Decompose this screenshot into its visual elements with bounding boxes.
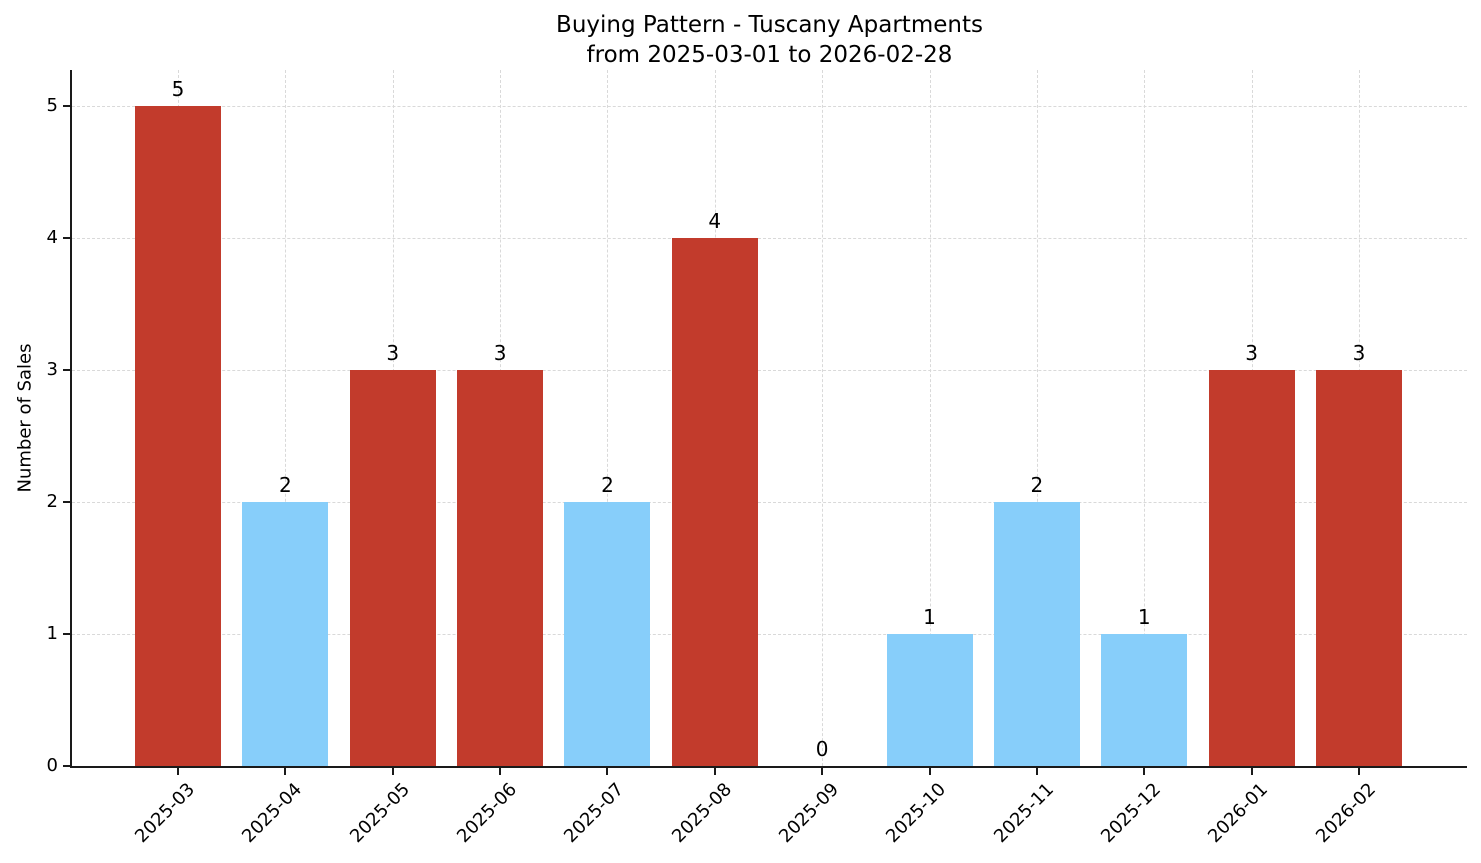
vertical-gridline xyxy=(1036,70,1038,766)
x-tick-mark xyxy=(391,766,394,775)
x-tick-label: 2025-06 xyxy=(452,779,521,848)
x-tick-mark xyxy=(1250,766,1253,775)
y-tick-label: 1 xyxy=(46,622,58,644)
y-tick-label: 0 xyxy=(46,755,58,776)
chart-title-block: Buying Pattern - Tuscany Apartments from… xyxy=(72,10,1467,70)
x-tick-label: 2025-04 xyxy=(238,779,307,848)
x-tick-mark xyxy=(1035,766,1038,775)
bar-value-label: 2 xyxy=(278,472,292,497)
bar-value-label: 2 xyxy=(601,472,614,497)
bar xyxy=(671,237,758,766)
vertical-gridline xyxy=(822,70,824,766)
x-tick-mark xyxy=(1357,766,1360,775)
y-tick-label: 3 xyxy=(46,358,58,380)
x-tick-label: 2025-11 xyxy=(989,779,1058,848)
y-tick-label: 4 xyxy=(46,226,58,248)
horizontal-gridline xyxy=(72,369,1467,371)
bar-value-label: 0 xyxy=(815,737,829,761)
x-tick-label: 2025-05 xyxy=(345,779,414,848)
x-tick-mark xyxy=(606,766,609,775)
bar xyxy=(886,633,973,766)
x-tick-label: 2026-02 xyxy=(1311,779,1380,848)
bar-value-label: 5 xyxy=(171,76,185,101)
chart-title: Buying Pattern - Tuscany Apartments xyxy=(556,12,983,38)
bar xyxy=(349,369,436,766)
x-axis-spine xyxy=(70,766,1467,768)
bar-value-label: 3 xyxy=(493,340,507,365)
x-tick-label: 2025-03 xyxy=(130,779,199,848)
y-tick-label: 2 xyxy=(46,490,58,512)
horizontal-gridline xyxy=(72,633,1467,635)
x-tick-label: 2025-09 xyxy=(774,779,844,848)
x-tick-mark xyxy=(499,766,502,775)
vertical-gridline xyxy=(929,70,931,766)
bar xyxy=(1101,633,1188,766)
x-tick-mark xyxy=(284,766,287,775)
x-tick-label: 2025-08 xyxy=(667,779,736,848)
x-tick-mark xyxy=(713,766,716,775)
x-tick-label: 2026-01 xyxy=(1204,779,1273,848)
x-tick-mark xyxy=(177,766,179,775)
horizontal-gridline xyxy=(72,501,1467,503)
x-tick-label: 2025-10 xyxy=(882,779,951,848)
x-tick-label: 2025-07 xyxy=(560,779,629,848)
bar-value-label: 2 xyxy=(1030,472,1044,497)
bar xyxy=(1208,369,1295,766)
bar xyxy=(242,501,329,766)
x-tick-mark xyxy=(1143,766,1146,775)
bar xyxy=(1315,369,1402,766)
vertical-gridline xyxy=(285,70,287,766)
y-tick-mark xyxy=(63,632,72,635)
bar xyxy=(564,501,651,766)
bar-value-label: 3 xyxy=(1352,340,1366,365)
x-tick-mark xyxy=(928,766,931,775)
y-axis-spine xyxy=(70,70,72,768)
bar-value-label: 3 xyxy=(1245,340,1258,365)
y-tick-mark xyxy=(63,368,72,371)
vertical-gridline xyxy=(1144,70,1146,766)
bar xyxy=(457,369,544,766)
chart-subtitle: from 2025-03-01 to 2026-02-28 xyxy=(586,42,953,68)
y-tick-mark xyxy=(63,104,72,107)
y-tick-label: 5 xyxy=(46,94,58,116)
horizontal-gridline xyxy=(72,237,1467,239)
y-tick-mark xyxy=(63,500,72,503)
bar xyxy=(993,501,1080,766)
x-tick-label: 2025-12 xyxy=(1097,779,1166,848)
bar-value-label: 1 xyxy=(1137,604,1151,629)
horizontal-gridline xyxy=(72,105,1467,107)
bar-value-label: 1 xyxy=(923,604,936,629)
vertical-gridline xyxy=(607,70,609,766)
bar-value-label: 3 xyxy=(386,340,400,365)
x-tick-mark xyxy=(821,766,824,775)
y-tick-mark xyxy=(63,765,72,767)
bar xyxy=(135,105,221,766)
bar-value-label: 4 xyxy=(708,208,722,233)
y-tick-mark xyxy=(63,236,72,239)
